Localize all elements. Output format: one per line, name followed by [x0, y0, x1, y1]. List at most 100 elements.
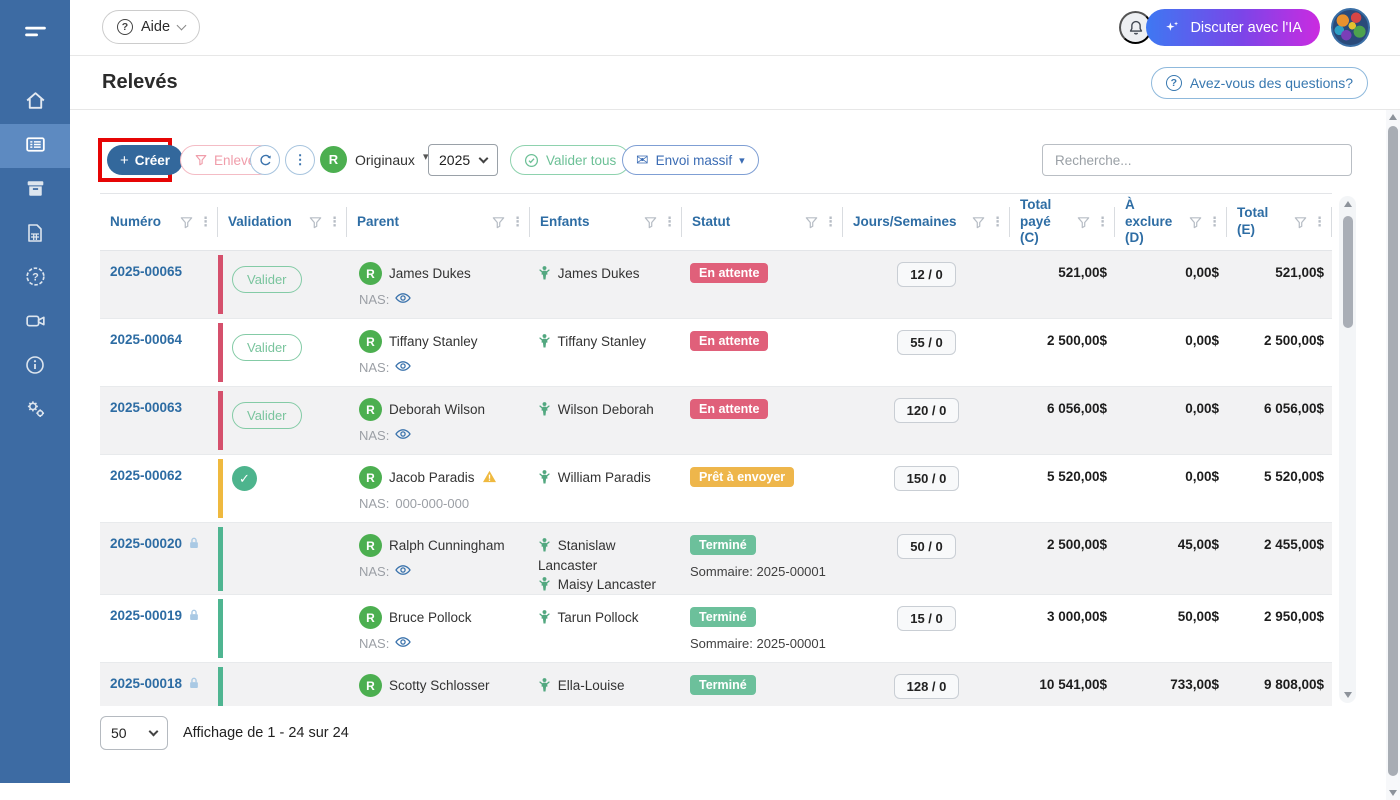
filter-icon[interactable]: [643, 215, 658, 230]
nas-reveal-eye-icon[interactable]: [395, 360, 411, 375]
children-cell: Tarun Pollock: [530, 595, 682, 662]
question-circle-icon: [1166, 75, 1182, 91]
validate-button[interactable]: Valider: [232, 402, 302, 429]
user-avatar[interactable]: [1331, 8, 1370, 47]
scroll-up-arrow[interactable]: [1389, 114, 1397, 120]
statement-number-link[interactable]: 2025-00020: [110, 536, 182, 551]
search-input[interactable]: [1042, 144, 1352, 176]
content-scrollbar[interactable]: [1386, 110, 1400, 800]
sidebar-item-documents[interactable]: [0, 212, 70, 256]
sidebar-item-statements[interactable]: [0, 124, 70, 168]
view-selector[interactable]: Originaux: [355, 152, 415, 168]
statement-number-link[interactable]: 2025-00064: [110, 332, 182, 347]
column-menu-icon[interactable]: [824, 214, 837, 230]
days-cell: 120 / 0: [843, 387, 1010, 454]
parent-line: RBruce Pollock: [359, 606, 524, 629]
validation-cell: [218, 455, 347, 522]
statement-number-link[interactable]: 2025-00019: [110, 608, 182, 623]
statement-number-cell: 2025-00062: [100, 455, 218, 522]
status-badge: En attente: [690, 263, 768, 283]
days-weeks-box: 15 / 0: [897, 606, 956, 631]
sidebar-item-archive[interactable]: [0, 168, 70, 212]
sidebar-item-settings[interactable]: [0, 388, 70, 432]
parent-avatar: R: [359, 262, 382, 285]
envelope-icon: [636, 151, 649, 169]
parent-name: Jacob Paradis: [389, 470, 475, 485]
column-menu-icon[interactable]: [663, 214, 676, 230]
validation-bar: [218, 255, 223, 314]
table-scrollbar-thumb[interactable]: [1343, 216, 1353, 328]
more-options-button[interactable]: [285, 145, 315, 175]
questions-button[interactable]: Avez-vous des questions?: [1151, 67, 1368, 99]
nas-reveal-eye-icon[interactable]: [395, 564, 411, 579]
video-camera-icon: [23, 308, 48, 336]
parent-line: RJames Dukes: [359, 262, 524, 285]
filter-icon[interactable]: [308, 215, 323, 230]
total-amount: 2 455,00$: [1227, 523, 1332, 595]
filter-icon[interactable]: [1076, 215, 1091, 230]
sidebar-item-videos[interactable]: [0, 300, 70, 344]
table-body: 2025-00065ValiderRJames DukesNAS: James …: [100, 251, 1332, 706]
validation-bar: [218, 667, 223, 706]
table-scrollbar[interactable]: [1339, 196, 1356, 703]
menu-toggle-icon[interactable]: [0, 10, 70, 52]
parent-name: Bruce Pollock: [389, 610, 472, 625]
filter-icon[interactable]: [179, 215, 194, 230]
help-button[interactable]: Aide: [102, 10, 200, 44]
content-scrollbar-thumb[interactable]: [1388, 126, 1398, 776]
column-menu-icon[interactable]: [511, 214, 524, 230]
mass-send-button[interactable]: Envoi massif: [622, 145, 759, 175]
column-menu-icon[interactable]: [991, 214, 1004, 230]
column-menu-icon[interactable]: [1313, 214, 1326, 230]
column-menu-icon[interactable]: [199, 214, 212, 230]
filter-icon[interactable]: [1293, 215, 1308, 230]
nas-label: NAS:: [359, 292, 389, 307]
status-badge: En attente: [690, 399, 768, 419]
scroll-down-arrow[interactable]: [1389, 790, 1397, 796]
statement-number-link[interactable]: 2025-00063: [110, 400, 182, 415]
year-select[interactable]: 2025: [428, 144, 498, 176]
statement-number-link[interactable]: 2025-00018: [110, 676, 182, 691]
validate-all-button[interactable]: Valider tous: [510, 145, 630, 175]
statement-number-cell: 2025-00065: [100, 251, 218, 318]
scroll-down-arrow[interactable]: [1344, 692, 1352, 698]
sidebar-item-home[interactable]: [0, 80, 70, 124]
refresh-button[interactable]: [250, 145, 280, 175]
child-name: Tarun Pollock: [538, 608, 676, 628]
svg-text:?: ?: [32, 272, 39, 284]
validation-bar: [218, 599, 223, 658]
sidebar-item-info[interactable]: [0, 344, 70, 388]
filter-icon: [194, 153, 208, 167]
create-button[interactable]: Créer: [107, 145, 183, 175]
child-name: Stanislaw Lancaster: [538, 536, 676, 575]
child-icon: [538, 401, 551, 416]
nas-reveal-eye-icon[interactable]: [395, 428, 411, 443]
nas-label: NAS:: [359, 636, 389, 651]
filter-icon[interactable]: [804, 215, 819, 230]
check-circle-icon: [524, 153, 539, 168]
validate-button[interactable]: Valider: [232, 266, 302, 293]
column-menu-icon[interactable]: [1096, 214, 1109, 230]
total-paid-amount: 2 500,00$: [1010, 319, 1115, 386]
sidebar-item-help[interactable]: ?: [0, 256, 70, 300]
filter-icon[interactable]: [491, 215, 506, 230]
statement-number-link[interactable]: 2025-00065: [110, 264, 182, 279]
column-label: Enfants: [540, 214, 638, 231]
column-menu-icon[interactable]: [328, 214, 341, 230]
to-exclude-amount: 45,00$: [1115, 523, 1227, 595]
validate-button[interactable]: Valider: [232, 334, 302, 361]
parent-name: Deborah Wilson: [389, 402, 485, 417]
scroll-up-arrow[interactable]: [1344, 201, 1352, 207]
filter-icon[interactable]: [971, 215, 986, 230]
column-header-statut: Statut: [682, 194, 843, 250]
filter-icon[interactable]: [1188, 215, 1203, 230]
column-menu-icon[interactable]: [1208, 214, 1221, 230]
chat-ai-button[interactable]: Discuter avec l'IA: [1146, 9, 1320, 46]
validation-cell: Valider: [218, 251, 347, 318]
nas-reveal-eye-icon[interactable]: [395, 636, 411, 651]
total-amount: 5 520,00$: [1227, 455, 1332, 522]
page-size-select[interactable]: 50: [100, 716, 168, 750]
nas-reveal-eye-icon[interactable]: [395, 292, 411, 307]
statement-number-link[interactable]: 2025-00062: [110, 468, 182, 483]
lock-icon: [188, 608, 200, 625]
